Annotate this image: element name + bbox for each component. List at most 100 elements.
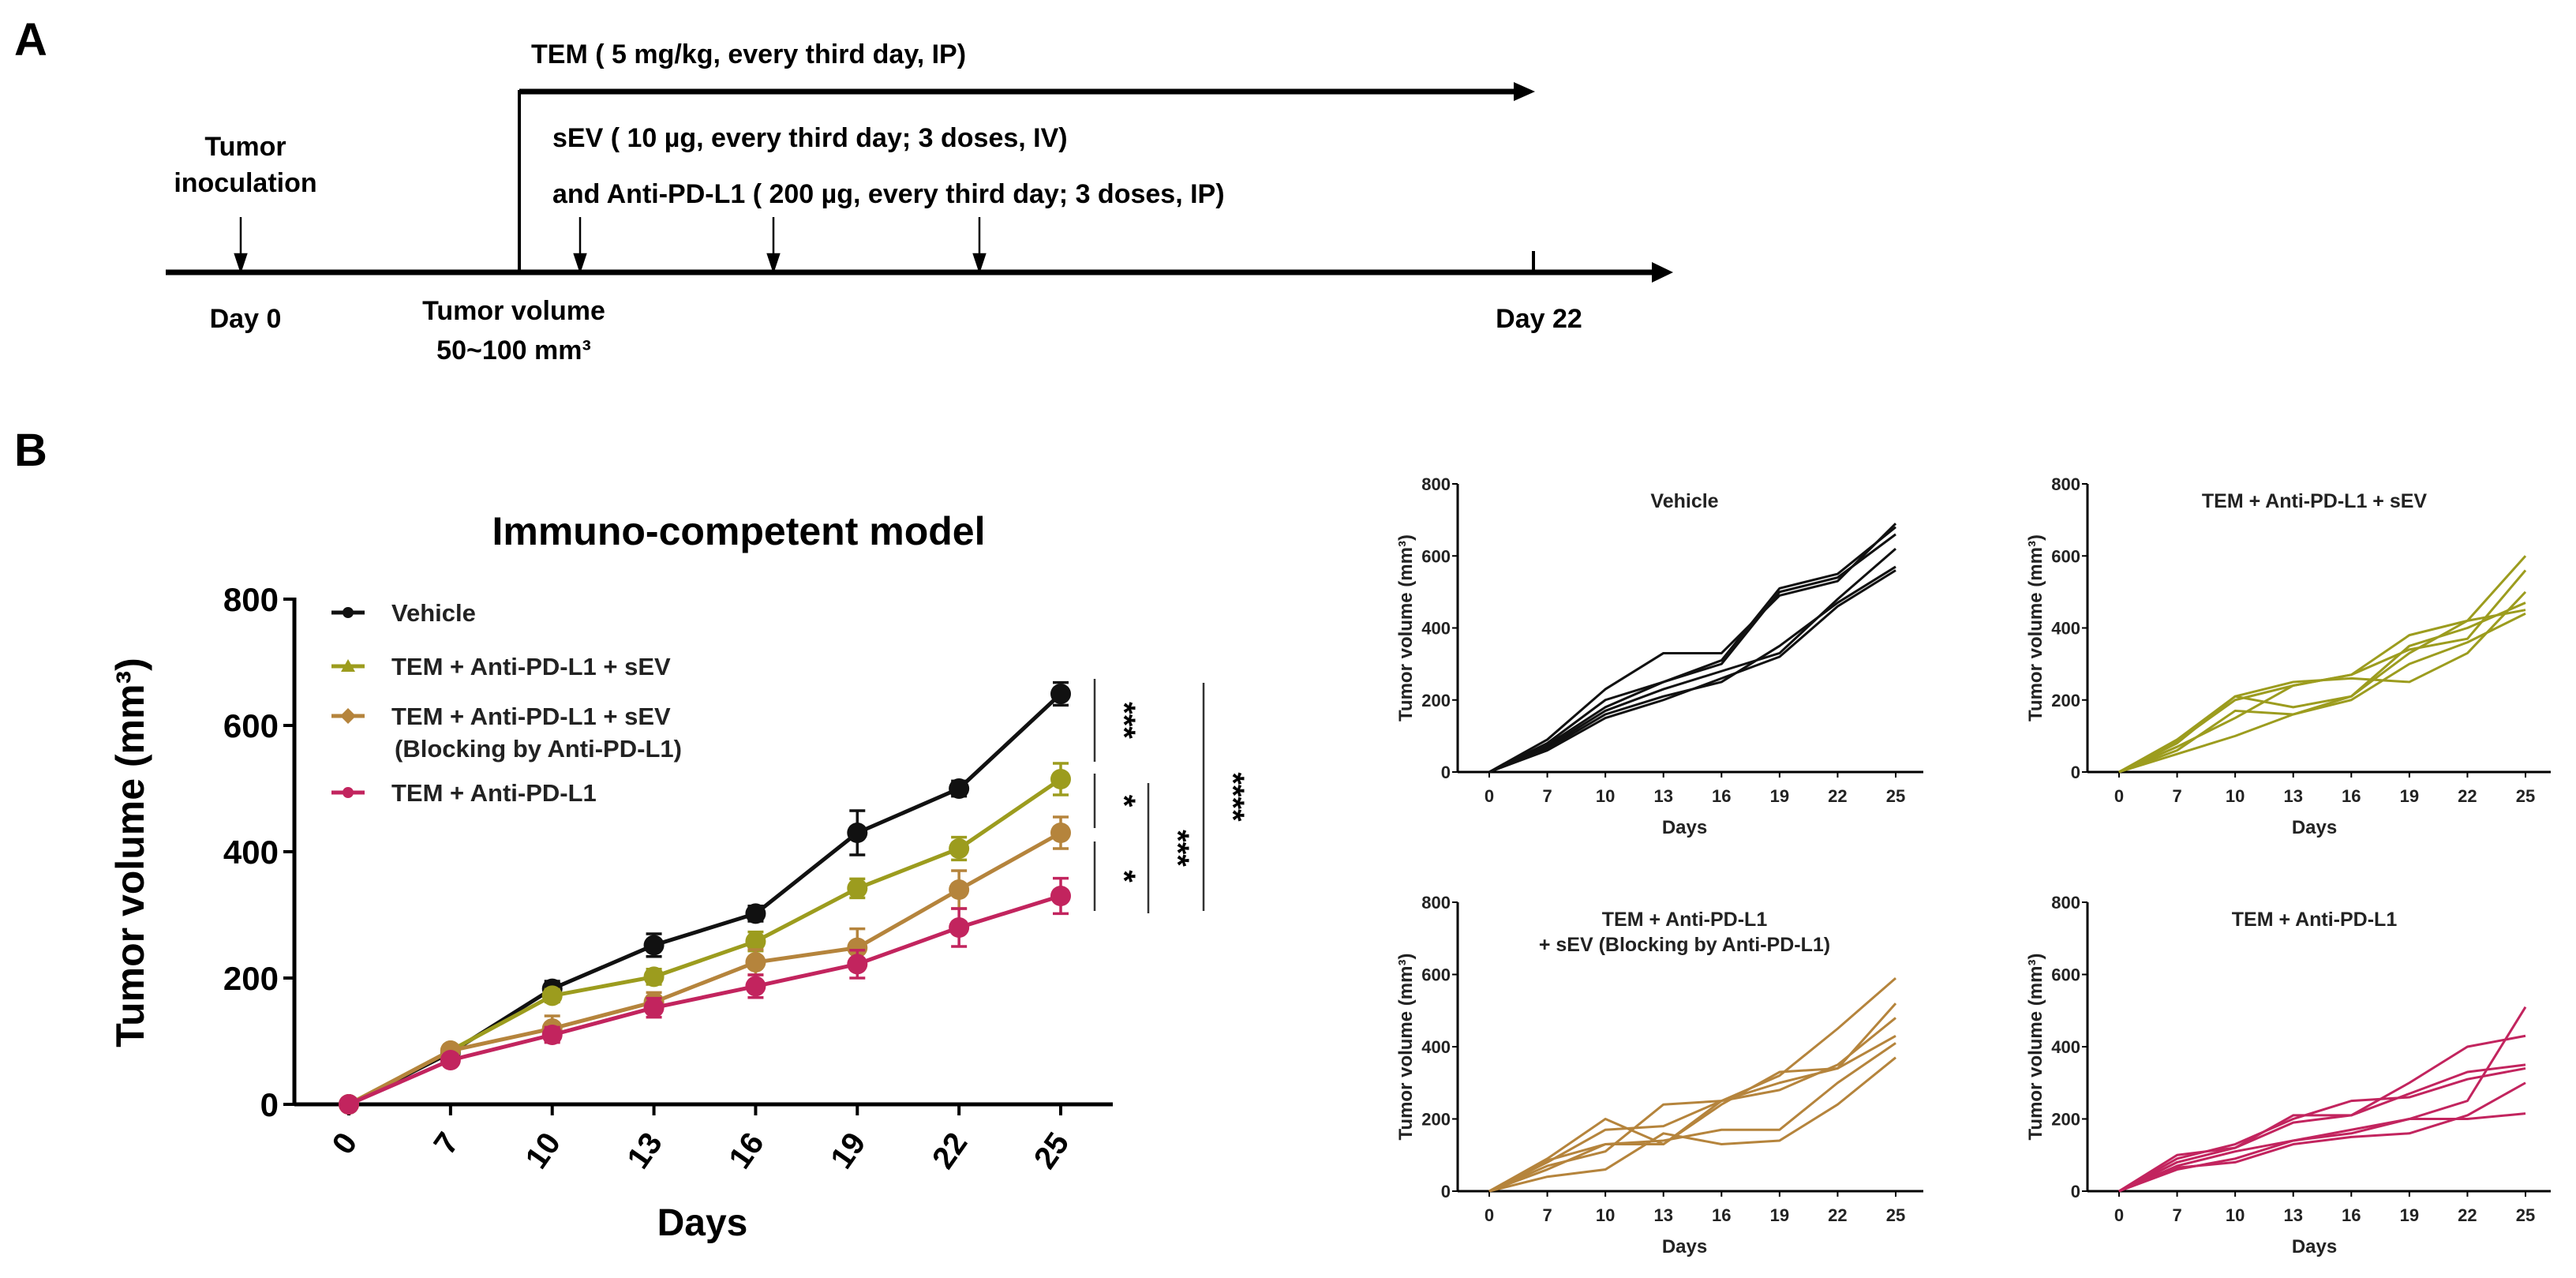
x-tick-label: 10 bbox=[1596, 786, 1615, 806]
data-point bbox=[949, 838, 970, 859]
data-point bbox=[745, 976, 766, 997]
data-point bbox=[643, 997, 665, 1018]
x-tick-label: 13 bbox=[620, 1126, 669, 1175]
data-point bbox=[745, 952, 766, 973]
x-tick-label: 0 bbox=[326, 1126, 365, 1160]
x-axis-label: Days bbox=[1662, 1236, 1707, 1257]
x-tick-label: 7 bbox=[1542, 1205, 1552, 1225]
y-tick-label: 200 bbox=[2051, 1110, 2080, 1130]
x-tick-label: 10 bbox=[519, 1126, 568, 1175]
data-point bbox=[847, 823, 868, 843]
x-tick-label: 22 bbox=[2458, 786, 2477, 806]
y-tick-label: 600 bbox=[223, 707, 279, 744]
y-tick-label: 0 bbox=[2071, 1182, 2080, 1201]
legend-circle-marker bbox=[343, 607, 354, 618]
data-point bbox=[541, 985, 563, 1006]
y-tick-label: 400 bbox=[1421, 619, 1451, 639]
tumor-volume-range: 50~100 mm³ bbox=[436, 335, 591, 365]
y-axis-label: Tumor volume (mm³) bbox=[108, 658, 152, 1048]
legend-item: TEM + Anti-PD-L1 + sEV bbox=[331, 653, 671, 680]
x-tick-label: 22 bbox=[926, 1126, 975, 1175]
significance-label: *** bbox=[1160, 830, 1195, 867]
legend-label: TEM + Anti-PD-L1 + sEV bbox=[391, 653, 671, 680]
x-tick-label: 19 bbox=[824, 1126, 873, 1175]
y-tick-label: 0 bbox=[1441, 763, 1451, 782]
data-point bbox=[1050, 823, 1071, 843]
x-tick-label: 22 bbox=[1828, 786, 1847, 806]
y-tick-label: 600 bbox=[2051, 546, 2080, 566]
x-tick-label: 0 bbox=[1485, 1205, 1494, 1225]
data-point bbox=[745, 931, 766, 952]
y-tick-label: 0 bbox=[260, 1086, 279, 1123]
dose-arrows bbox=[234, 217, 987, 274]
y-axis-label: Tumor volume (mm³) bbox=[1395, 534, 1417, 721]
x-axis-label: Days bbox=[2292, 817, 2337, 838]
x-axis-label: Days bbox=[1662, 817, 1707, 838]
inoculation-label-line1: Tumor bbox=[204, 132, 286, 162]
x-tick-label: 22 bbox=[2458, 1205, 2477, 1225]
y-tick-label: 800 bbox=[1421, 474, 1451, 494]
y-tick-label: 600 bbox=[1421, 965, 1451, 985]
y-tick-label: 800 bbox=[2051, 474, 2080, 494]
x-tick-label: 10 bbox=[1596, 1205, 1615, 1225]
y-tick-label: 600 bbox=[1421, 546, 1451, 566]
individual-tumor-line bbox=[1488, 976, 1896, 1193]
data-point bbox=[339, 1094, 359, 1115]
y-tick-label: 400 bbox=[223, 834, 279, 871]
individual-tumor-line bbox=[2118, 555, 2527, 774]
data-point bbox=[643, 935, 665, 956]
individual-tumor-line bbox=[2118, 1081, 2526, 1193]
individual-tumor-line bbox=[2118, 1034, 2526, 1193]
data-point bbox=[949, 778, 970, 799]
panel-b-label: B bbox=[14, 425, 47, 476]
individual-tumor-line bbox=[1488, 526, 1896, 774]
day0-label: Day 0 bbox=[210, 304, 282, 334]
panel-title: TEM + Anti-PD-L1 bbox=[2232, 909, 2398, 931]
individual-tumor-line bbox=[1488, 1042, 1896, 1193]
panel-title: TEM + Anti-PD-L1 bbox=[1602, 909, 1768, 931]
x-tick-label: 25 bbox=[2516, 786, 2535, 806]
y-axis-label: Tumor volume (mm³) bbox=[2025, 534, 2046, 721]
data-point bbox=[1050, 769, 1071, 789]
individual-tumor-line bbox=[1488, 533, 1896, 774]
legend-label: Vehicle bbox=[391, 599, 476, 627]
legend-item: TEM + Anti-PD-L1 + sEV (Blocking by Anti-… bbox=[331, 703, 682, 763]
data-point bbox=[745, 903, 766, 924]
x-tick-label: 22 bbox=[1828, 1205, 1847, 1225]
x-tick-label: 7 bbox=[1542, 786, 1552, 806]
legend-item: Vehicle bbox=[331, 599, 476, 627]
x-tick-label: 13 bbox=[1653, 1205, 1672, 1225]
main-tumor-growth-chart: Immuno-competent model 0 200 400 600 800 0 7 10 1… bbox=[108, 509, 1250, 1244]
x-tick-label: 25 bbox=[1886, 786, 1905, 806]
x-tick-label: 7 bbox=[2172, 1205, 2181, 1225]
series-line bbox=[348, 894, 1061, 1107]
individual-tumor-line bbox=[2118, 609, 2526, 774]
tumor-volume-label: Tumor volume bbox=[422, 296, 605, 326]
x-axis-label: Days bbox=[657, 1202, 748, 1244]
x-tick-label: 25 bbox=[1028, 1126, 1076, 1175]
y-tick-label: 200 bbox=[223, 960, 279, 997]
data-point bbox=[847, 954, 868, 975]
panel-a-label: A bbox=[14, 14, 47, 66]
data-point bbox=[1050, 684, 1071, 704]
individual-tumor-line bbox=[2118, 602, 2526, 774]
x-tick-label: 7 bbox=[427, 1126, 466, 1160]
timeline-arrow-head bbox=[1652, 262, 1673, 283]
x-tick-label: 13 bbox=[2283, 786, 2302, 806]
x-tick-label: 10 bbox=[2226, 786, 2245, 806]
x-tick-label: 16 bbox=[2342, 786, 2361, 806]
individual-tumor-growth-charts: 0 200 400 600 800 0 7 10 13 16 19 22 25 Days Tumor vol… bbox=[1395, 474, 2551, 1257]
x-tick-label: 19 bbox=[2400, 1205, 2419, 1225]
individual-tumor-line bbox=[2118, 1112, 2526, 1193]
legend-label-line2: (Blocking by Anti-PD-L1) bbox=[395, 735, 682, 763]
data-point bbox=[847, 878, 868, 899]
x-tick-label: 16 bbox=[1712, 1205, 1731, 1225]
individual-tumor-line bbox=[1488, 547, 1896, 774]
individual-tumor-line bbox=[2118, 1063, 2526, 1193]
legend-label: TEM + Anti-PD-L1 + sEV bbox=[391, 703, 671, 730]
y-tick-label: 800 bbox=[223, 581, 279, 618]
x-tick-label: 19 bbox=[1770, 786, 1789, 806]
x-tick-label: 0 bbox=[2114, 786, 2124, 806]
legend-label: TEM + Anti-PD-L1 bbox=[391, 779, 597, 807]
